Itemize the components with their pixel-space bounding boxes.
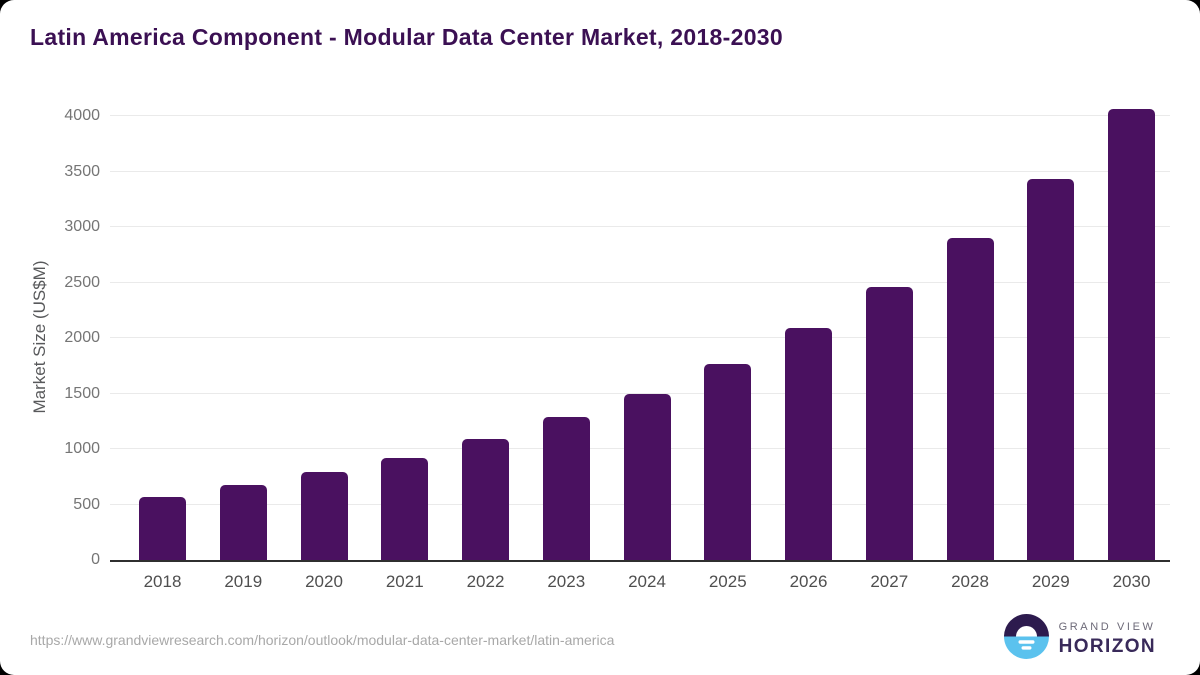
- x-label-2026: 2026: [789, 572, 828, 591]
- x-label-2028: 2028: [951, 572, 989, 591]
- bar-2019: [219, 485, 267, 560]
- brand-logo: GRAND VIEW HORIZON: [1003, 614, 1156, 664]
- gridline-3500: [110, 170, 1170, 172]
- y-tick-500: 500: [73, 495, 100, 513]
- bar-2018: [139, 496, 186, 560]
- y-tick-0: 0: [91, 551, 100, 568]
- bar-2030: [1108, 109, 1155, 560]
- x-axis-labels: 2018 2019 2020 2021 2022 2023 2024 2025 2026 2027…: [110, 572, 1170, 592]
- x-label-2020: 2020: [305, 572, 343, 591]
- brand-text: GRAND VIEW HORIZON: [1059, 621, 1156, 658]
- bar-2022: [462, 439, 509, 560]
- x-label-2021: 2021: [385, 572, 424, 591]
- y-tick-3500: 3500: [64, 162, 100, 180]
- x-label-2030: 2030: [1112, 572, 1151, 591]
- x-label-2029: 2029: [1031, 572, 1070, 591]
- x-label-2027: 2027: [870, 572, 909, 591]
- x-label-2023: 2023: [547, 572, 586, 591]
- bar-2024: [623, 393, 671, 560]
- plot-area: [110, 109, 1170, 562]
- bar-2025: [704, 363, 752, 560]
- y-tick-2500: 2500: [64, 273, 100, 291]
- chart-title: Latin America Component - Modular Data C…: [30, 24, 783, 50]
- bar-2029: [1027, 179, 1075, 560]
- bar-2028: [946, 238, 994, 560]
- gridline-2000: [110, 337, 1170, 338]
- bar-series: [110, 109, 1170, 560]
- source-url: https://www.grandviewresearch.com/horizo…: [30, 632, 615, 648]
- x-label-2025: 2025: [708, 572, 747, 591]
- bar-2026: [785, 328, 832, 560]
- bar-2027: [865, 286, 913, 560]
- y-tick-2000: 2000: [64, 329, 100, 346]
- x-label-2024: 2024: [628, 572, 666, 591]
- y-tick-4000: 4000: [64, 107, 100, 124]
- y-tick-1500: 1500: [64, 384, 100, 402]
- y-tick-1000: 1000: [64, 440, 100, 457]
- horizon-logo-icon: [1003, 614, 1049, 664]
- gridline-3000: [110, 226, 1170, 227]
- gridline-4000: [110, 115, 1170, 116]
- bar-2023: [542, 417, 590, 560]
- bar-2020: [300, 471, 348, 560]
- brand-name-top: GRAND VIEW: [1058, 620, 1156, 633]
- y-axis-ticks: 0 500 1000 1500 2000 2500 3000 3500 4000: [0, 108, 100, 568]
- brand-name-bottom: HORIZON: [1058, 635, 1156, 657]
- gridline-2500: [110, 281, 1170, 283]
- gridline-1500: [110, 392, 1170, 394]
- x-label-2022: 2022: [466, 572, 505, 591]
- y-tick-3000: 3000: [64, 218, 100, 235]
- bar-2021: [381, 457, 429, 560]
- x-label-2018: 2018: [143, 572, 182, 591]
- x-label-2019: 2019: [224, 572, 263, 591]
